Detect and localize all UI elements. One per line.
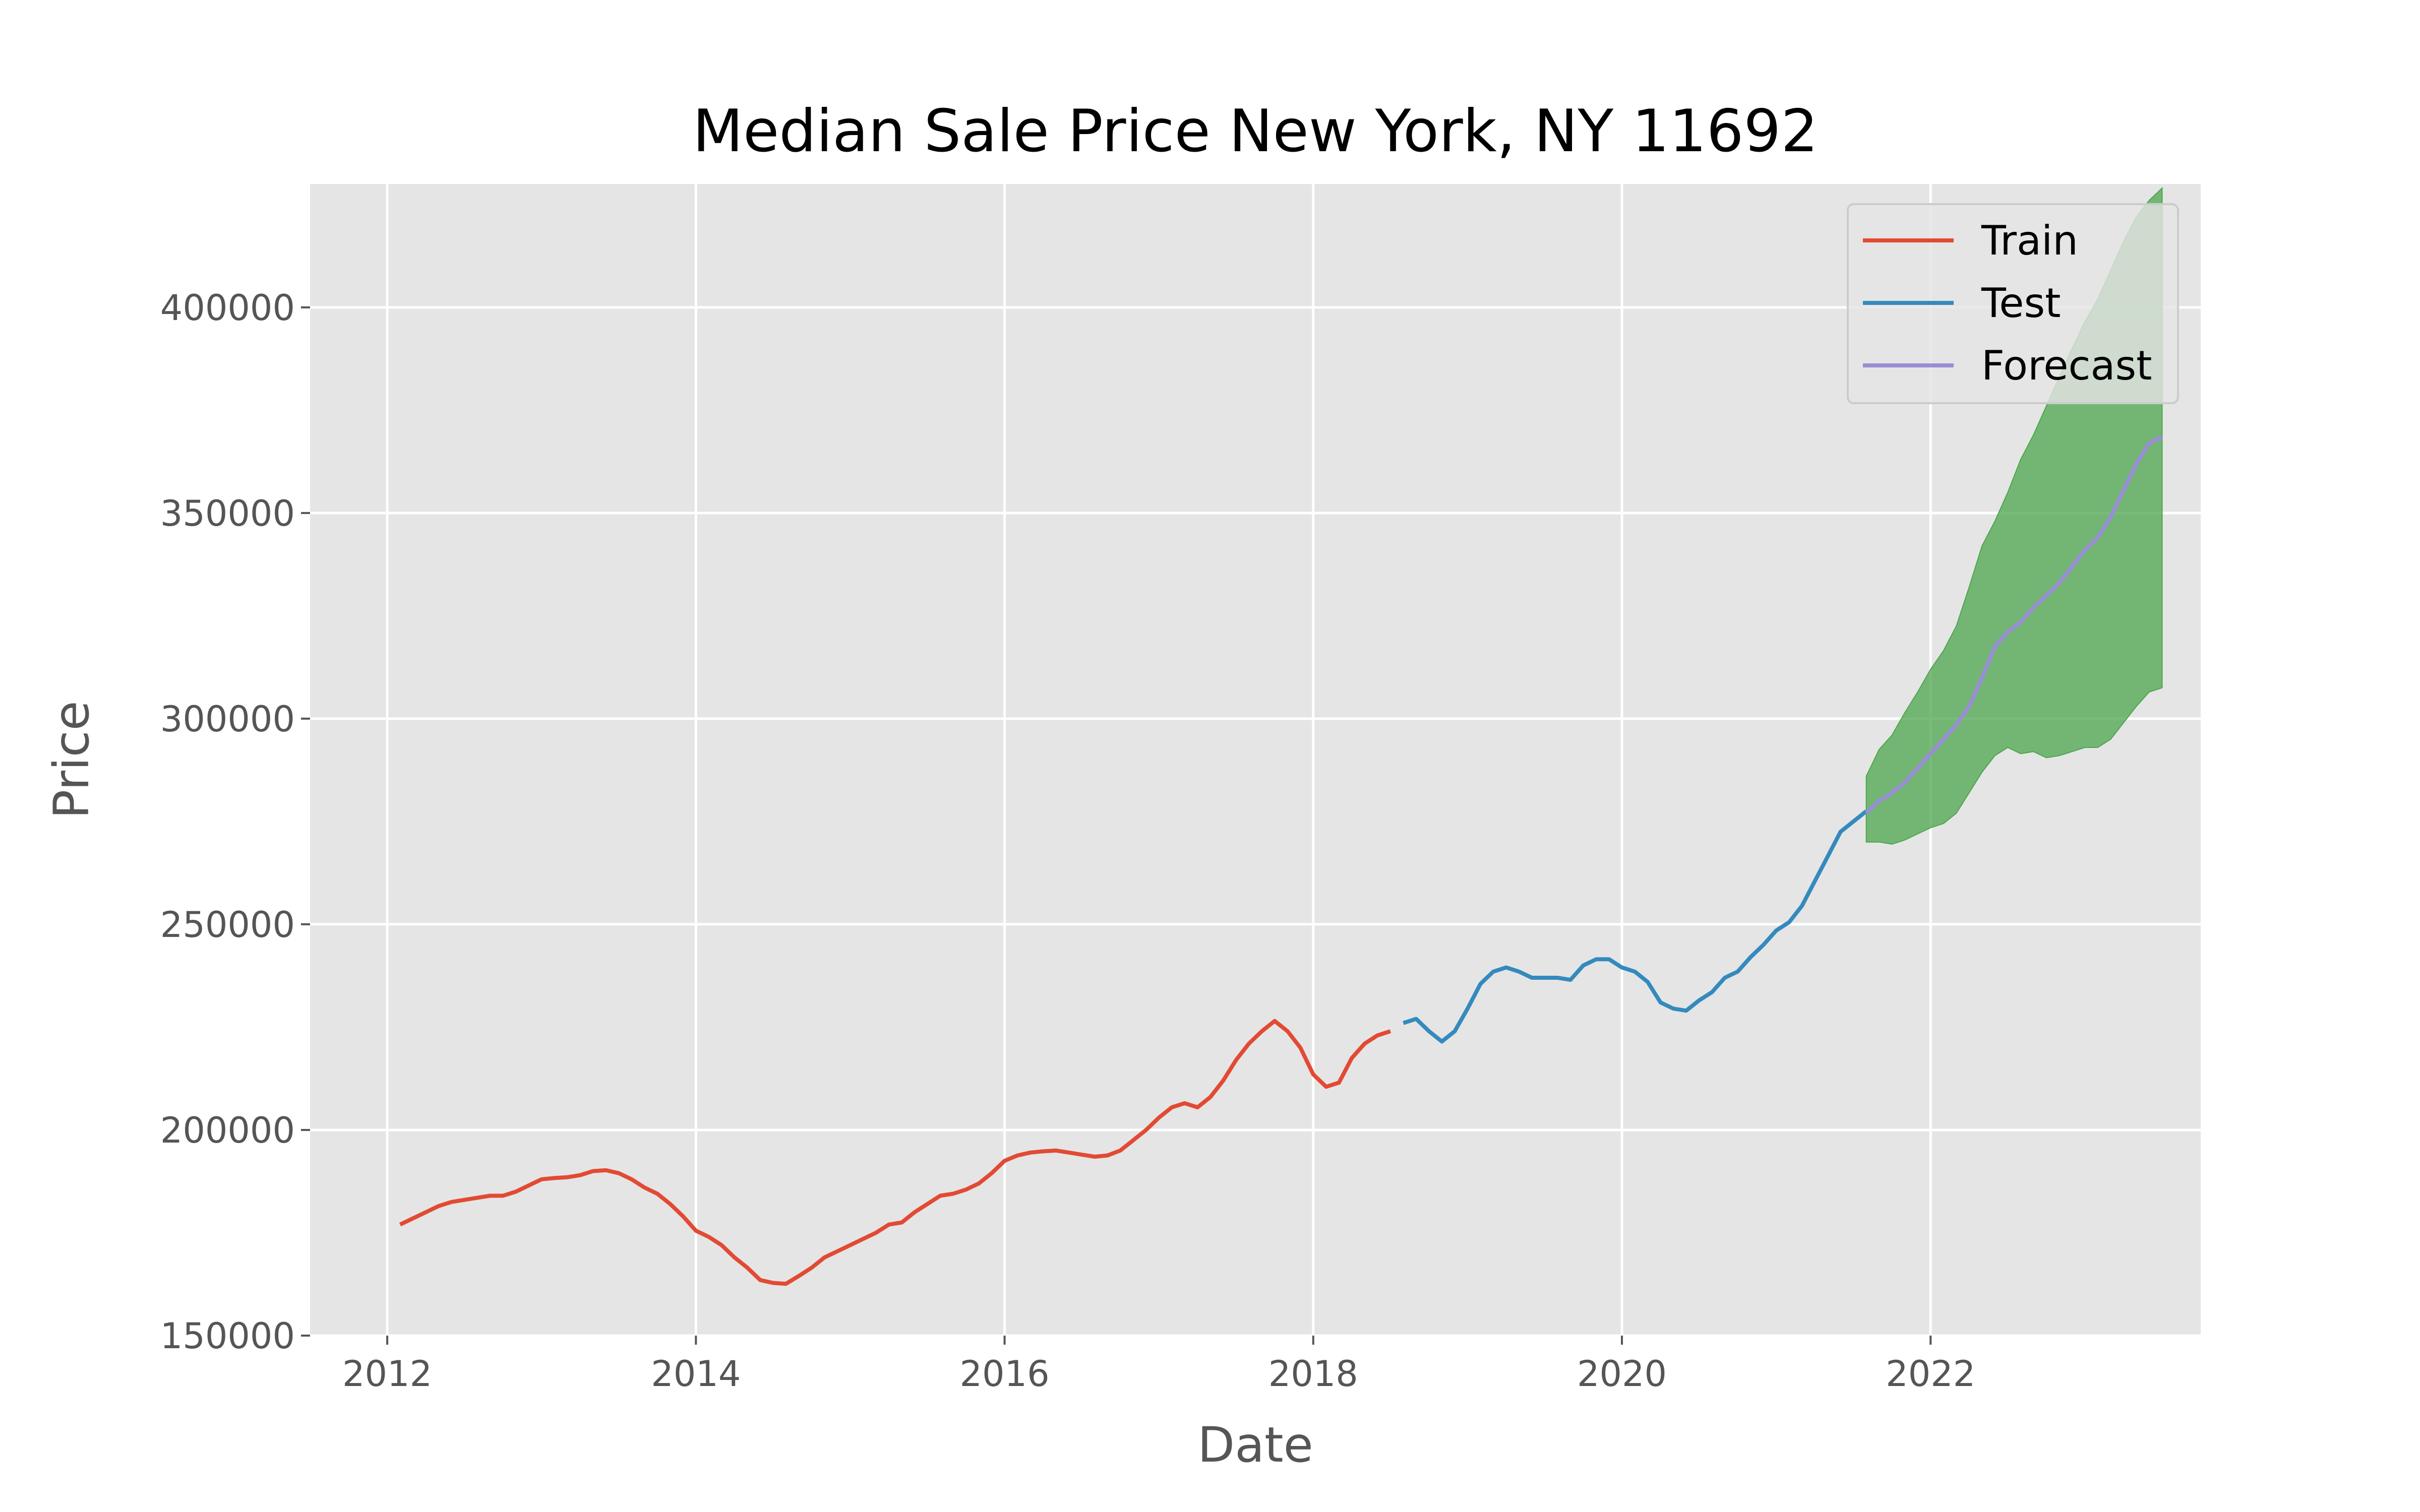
y-tick-label: 400000 [160, 287, 295, 329]
series-line-train [399, 1019, 1392, 1286]
x-tick-label: 2022 [1886, 1353, 1975, 1395]
legend: Train Test Forecast [1847, 203, 2179, 404]
y-tick-label: 150000 [160, 1315, 295, 1357]
x-tick-label: 2012 [342, 1353, 432, 1395]
y-tick-label: 300000 [160, 699, 295, 740]
axis-ticks: 2012 2014 2016 2018 2020 2022 150000 200000 2500… [160, 287, 1976, 1395]
legend-box [1847, 203, 2179, 404]
series-layer [399, 435, 2163, 1286]
y-tick-label: 250000 [160, 904, 295, 946]
y-tick-label: 350000 [160, 493, 295, 534]
x-axis-label: Date [1197, 1417, 1313, 1473]
series-line-forecast [1864, 435, 2163, 815]
x-tick-label: 2014 [651, 1353, 741, 1395]
legend-label: Forecast [1981, 342, 2152, 389]
chart-title: Median Sale Price New York, NY 11692 [693, 97, 1818, 165]
y-axis-label: Price [43, 701, 100, 818]
y-tick-label: 200000 [160, 1110, 295, 1151]
series-line-test [1403, 809, 1868, 1044]
legend-label: Train [1981, 217, 2078, 264]
x-tick-label: 2018 [1268, 1353, 1358, 1395]
legend-label: Test [1981, 280, 2061, 327]
x-tick-label: 2016 [959, 1353, 1049, 1395]
x-tick-label: 2020 [1577, 1353, 1667, 1395]
